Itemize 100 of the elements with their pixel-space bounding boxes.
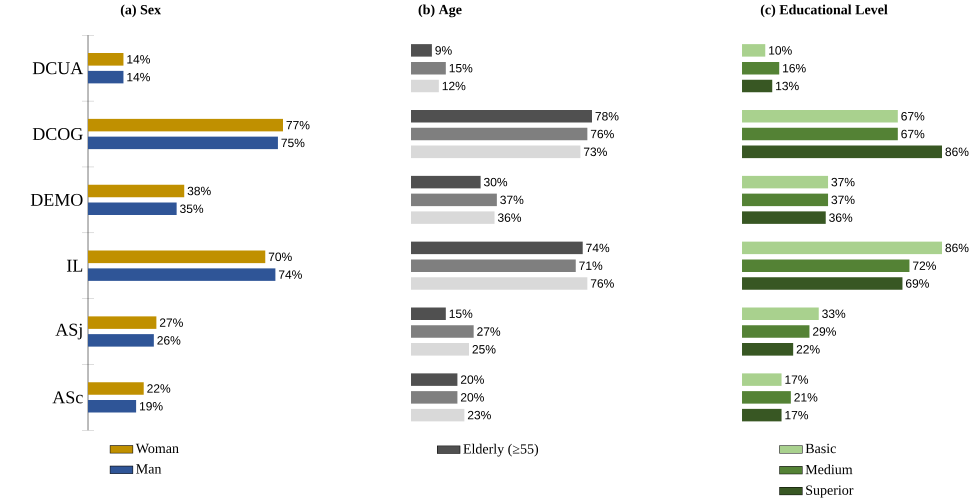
- data-label: 86%: [945, 148, 969, 156]
- data-label: 76%: [590, 279, 614, 288]
- bar: [742, 62, 780, 74]
- bar: [411, 408, 464, 422]
- bar: [742, 176, 828, 188]
- bar: [88, 53, 124, 66]
- legend-label: Man: [136, 464, 162, 474]
- bar: [88, 184, 184, 198]
- data-label: 20%: [460, 375, 484, 384]
- bar: [88, 268, 276, 281]
- bar: [411, 307, 446, 320]
- data-label: 22%: [796, 345, 820, 354]
- legend-label: Superior: [806, 485, 854, 498]
- bar: [411, 80, 439, 92]
- data-label: 12%: [442, 82, 466, 90]
- data-label: 15%: [450, 310, 472, 318]
- y-tick-label: DEMO: [30, 194, 83, 206]
- bar: [742, 325, 810, 338]
- data-label: 37%: [831, 178, 855, 186]
- data-label: 13%: [776, 82, 799, 90]
- data-label: 20%: [460, 393, 484, 402]
- data-label: 14%: [127, 72, 150, 82]
- bar: [742, 146, 942, 158]
- bar: [411, 176, 481, 188]
- bar: [411, 62, 446, 74]
- bar: [88, 334, 154, 347]
- bar: [88, 118, 283, 132]
- bar: [742, 343, 794, 356]
- bar: [411, 325, 474, 338]
- legend-label: Medium: [806, 464, 852, 474]
- chart-title: (c) Educational Level: [760, 4, 888, 18]
- bar: [742, 242, 942, 254]
- bar: [411, 343, 470, 356]
- data-label: 26%: [157, 336, 180, 345]
- bar: [742, 110, 898, 122]
- data-label: 30%: [484, 178, 508, 186]
- y-tick-label: ASc: [52, 391, 83, 404]
- data-label: 71%: [579, 261, 602, 270]
- bar: [411, 44, 432, 57]
- data-label: 22%: [147, 384, 170, 393]
- data-label: 70%: [268, 252, 292, 262]
- bar: [742, 408, 782, 422]
- y-tick-label: ASj: [55, 324, 82, 340]
- bar: [742, 194, 828, 206]
- data-label: 67%: [901, 112, 924, 120]
- bar: [88, 250, 266, 264]
- data-label: 72%: [912, 261, 936, 270]
- data-label: 73%: [584, 148, 607, 156]
- bar: [411, 146, 580, 158]
- bar: [742, 80, 772, 92]
- bar: [88, 70, 124, 84]
- data-label: 76%: [590, 130, 614, 138]
- bar: [88, 202, 177, 215]
- data-label: 33%: [822, 309, 846, 318]
- data-label: 69%: [906, 279, 929, 288]
- data-label: 37%: [831, 196, 855, 204]
- data-label: 25%: [472, 345, 496, 354]
- legend-label: Basic: [806, 444, 836, 454]
- bar: [411, 373, 458, 386]
- data-label: 78%: [596, 112, 619, 120]
- legend-label: Elderly (≥55): [463, 444, 538, 456]
- bar: [742, 44, 766, 57]
- bar: [742, 211, 826, 224]
- bar: [88, 400, 136, 412]
- bar: [88, 316, 156, 329]
- data-label: 23%: [468, 410, 491, 420]
- y-tick-label: DCOG: [32, 128, 83, 140]
- data-label: 14%: [127, 55, 150, 64]
- bar: [742, 277, 902, 290]
- bar: [411, 242, 583, 254]
- data-label: 86%: [945, 244, 969, 252]
- data-label: 36%: [498, 213, 522, 222]
- data-label: 21%: [794, 393, 818, 402]
- bar: [88, 136, 278, 150]
- chart-title: (a) Sex: [120, 4, 161, 18]
- y-tick-label: IL: [66, 260, 82, 272]
- data-label: 27%: [160, 318, 183, 327]
- bar: [742, 128, 898, 140]
- data-label: 37%: [500, 196, 524, 204]
- data-label: 67%: [901, 130, 924, 138]
- chart-title: (b) Age: [418, 4, 462, 18]
- data-label: 75%: [281, 138, 304, 148]
- data-label: 77%: [286, 120, 310, 130]
- data-label: 15%: [450, 64, 472, 72]
- data-label: 17%: [785, 375, 808, 384]
- data-label: 10%: [769, 46, 792, 55]
- bar: [742, 307, 819, 320]
- bar: [742, 259, 910, 272]
- bar: [411, 259, 576, 272]
- bar: [411, 194, 497, 206]
- data-label: 36%: [829, 213, 852, 222]
- data-label: 29%: [812, 327, 836, 336]
- y-tick-label: DCUA: [32, 62, 84, 74]
- bar: [742, 373, 782, 386]
- data-label: 35%: [180, 204, 204, 213]
- bar: [411, 277, 588, 290]
- data-label: 9%: [435, 46, 452, 55]
- data-label: 38%: [188, 186, 211, 196]
- bar: [411, 110, 592, 122]
- data-label: 74%: [278, 270, 302, 279]
